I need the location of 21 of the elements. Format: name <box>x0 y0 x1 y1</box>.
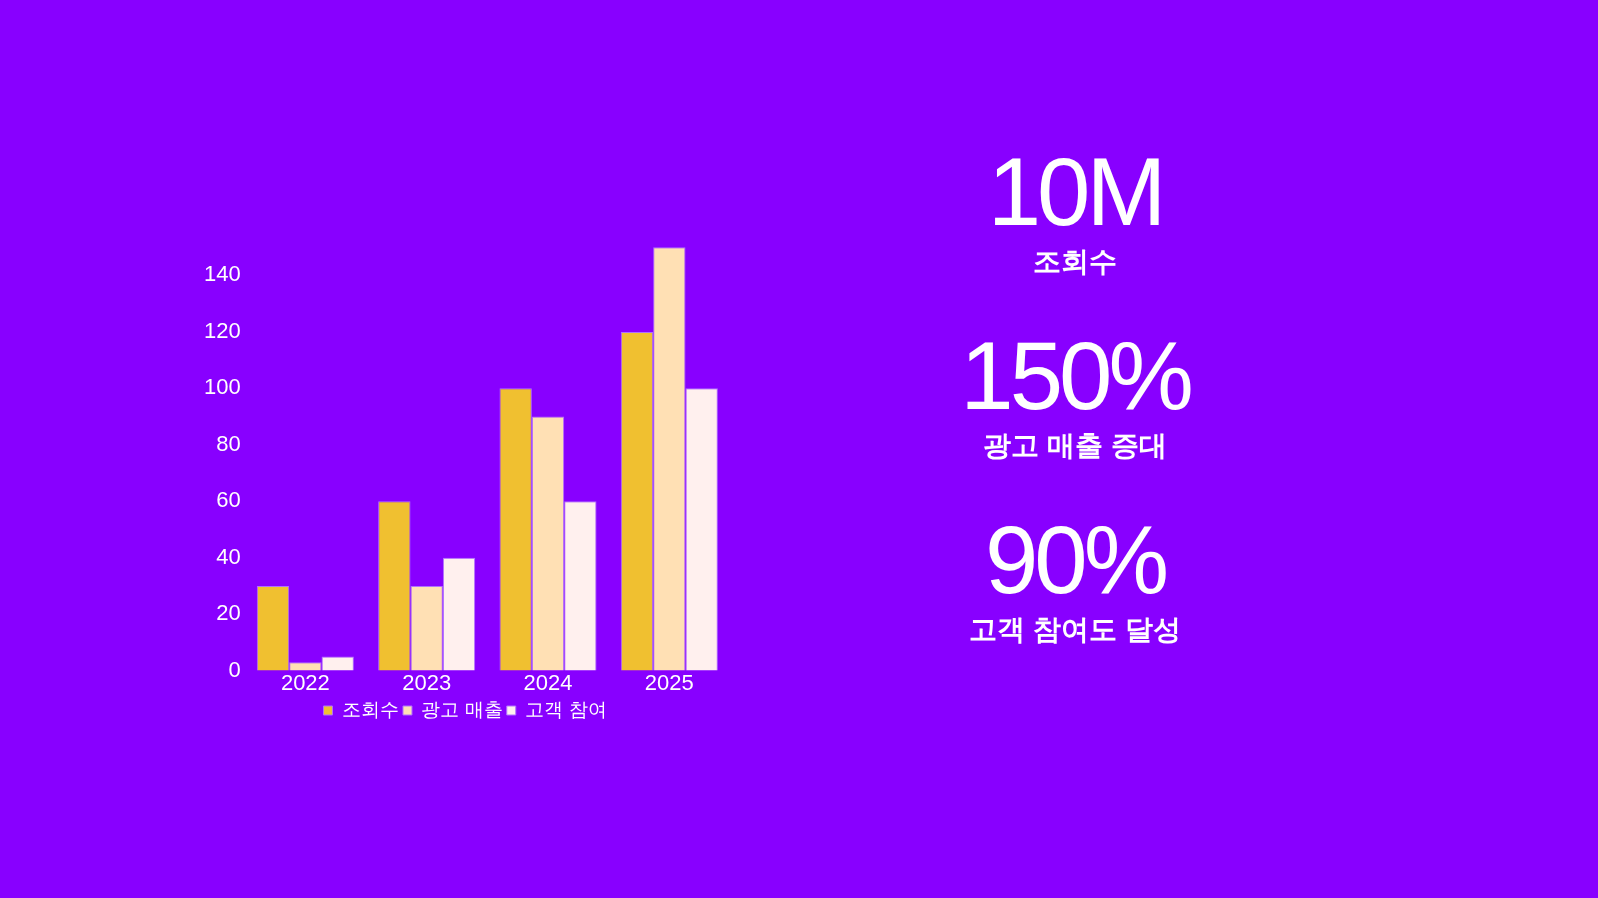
y-tick-label: 120 <box>203 317 241 343</box>
x-tick-label: 2022 <box>280 669 330 695</box>
legend-label: 광고 매출 <box>421 698 503 720</box>
text: 150% <box>959 322 1192 429</box>
x-tick-label: 2024 <box>523 669 573 695</box>
y-tick-label: 140 <box>203 261 241 287</box>
text: 광고 매출 증대 <box>982 429 1168 463</box>
text: 10M <box>986 138 1164 245</box>
legend-label: 고객 참여 <box>525 698 607 720</box>
text: 90% <box>983 506 1167 613</box>
y-tick-label: 20 <box>216 600 241 626</box>
y-tick-label: 60 <box>216 487 241 513</box>
legend-label: 조회수 <box>341 698 399 720</box>
x-tick-label: 2023 <box>402 669 452 695</box>
y-tick-label: 100 <box>203 374 241 400</box>
text: 고객 참여도 달성 <box>968 613 1182 647</box>
text: 조회수 <box>1032 245 1118 279</box>
y-tick-label: 80 <box>216 430 241 456</box>
x-tick-label: 2025 <box>644 669 694 695</box>
y-tick-label: 0 <box>228 656 241 682</box>
y-tick-label: 40 <box>216 543 241 569</box>
